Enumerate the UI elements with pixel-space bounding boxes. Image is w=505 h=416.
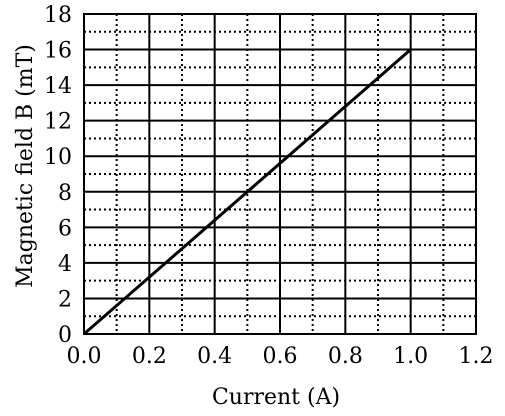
y-tick-label: 14 <box>44 74 72 99</box>
y-tick-labels: 0 2 4 6 8 10 12 14 16 18 <box>44 3 72 348</box>
x-tick-label: 0.6 <box>263 344 298 369</box>
major-grid <box>83 13 477 335</box>
y-tick-label: 12 <box>44 110 72 135</box>
y-tick-label: 6 <box>58 216 72 241</box>
y-tick-label: 8 <box>58 181 72 206</box>
x-tick-label: 0.0 <box>67 344 102 369</box>
x-tick-label: 0.8 <box>328 344 363 369</box>
x-tick-label: 1.0 <box>393 344 428 369</box>
y-tick-label: 16 <box>44 39 72 64</box>
y-tick-label: 2 <box>58 287 72 312</box>
y-tick-label: 18 <box>44 3 72 28</box>
series-line-1 <box>83 48 412 336</box>
y-tick-label: 10 <box>44 145 72 170</box>
plot-border <box>83 13 477 335</box>
x-tick-label: 1.2 <box>459 344 494 369</box>
series-layer <box>83 48 412 336</box>
y-tick-label: 0 <box>58 323 72 348</box>
x-axis-title: Current (A) <box>212 385 340 410</box>
x-tick-label: 0.2 <box>132 344 167 369</box>
y-axis-title: Magnetic field B (mT) <box>13 44 38 288</box>
x-tick-label: 0.4 <box>197 344 232 369</box>
y-tick-label: 4 <box>58 252 72 277</box>
x-tick-labels: 0.0 0.2 0.4 0.6 0.8 1.0 1.2 <box>67 344 494 369</box>
